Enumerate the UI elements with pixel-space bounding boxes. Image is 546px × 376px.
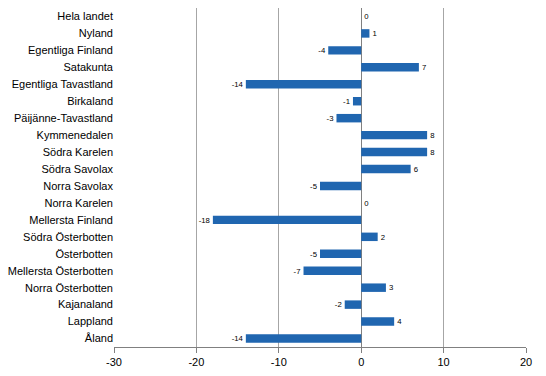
svg-text:-10: -10 (271, 356, 287, 368)
svg-text:7: 7 (422, 63, 426, 72)
svg-text:Nyland: Nyland (79, 27, 113, 39)
svg-text:10: 10 (437, 356, 449, 368)
svg-text:-30: -30 (106, 356, 122, 368)
svg-text:-14: -14 (232, 334, 244, 343)
svg-text:20: 20 (520, 356, 532, 368)
svg-text:3: 3 (389, 283, 393, 292)
svg-text:-5: -5 (310, 250, 317, 259)
svg-text:Södra Savolax: Södra Savolax (41, 163, 113, 175)
svg-text:Mellersta Österbotten: Mellersta Österbotten (8, 265, 113, 277)
svg-text:Norra Karelen: Norra Karelen (45, 197, 113, 209)
svg-text:-14: -14 (232, 80, 244, 89)
svg-text:6: 6 (414, 165, 418, 174)
svg-text:Kajanaland: Kajanaland (58, 298, 113, 310)
svg-text:-3: -3 (327, 114, 334, 123)
svg-text:Egentliga Tavastland: Egentliga Tavastland (12, 78, 113, 90)
svg-text:-18: -18 (199, 216, 210, 225)
svg-text:-5: -5 (310, 182, 317, 191)
svg-text:Österbotten: Österbotten (56, 248, 113, 260)
svg-text:8: 8 (430, 131, 434, 140)
svg-text:8: 8 (430, 148, 434, 157)
svg-text:Mellersta Finland: Mellersta Finland (29, 214, 113, 226)
svg-text:4: 4 (397, 317, 402, 326)
svg-text:0: 0 (364, 199, 368, 208)
svg-text:Hela landet: Hela landet (57, 10, 113, 22)
svg-text:Egentliga Finland: Egentliga Finland (28, 44, 113, 56)
svg-text:Kymmenedalen: Kymmenedalen (37, 129, 113, 141)
svg-text:Södra Österbotten: Södra Österbotten (23, 231, 113, 243)
svg-text:-1: -1 (343, 97, 350, 106)
svg-text:Norra Savolax: Norra Savolax (43, 180, 113, 192)
svg-text:1: 1 (372, 29, 376, 38)
svg-text:Södra Karelen: Södra Karelen (43, 146, 113, 158)
svg-text:Lappland: Lappland (68, 315, 113, 327)
svg-text:-7: -7 (294, 267, 301, 276)
svg-text:Åland: Åland (85, 332, 113, 344)
svg-text:-20: -20 (188, 356, 204, 368)
svg-text:Satakunta: Satakunta (63, 61, 113, 73)
svg-text:2: 2 (381, 233, 385, 242)
svg-text:Birkaland: Birkaland (67, 95, 113, 107)
svg-text:Norra Österbotten: Norra Österbotten (25, 282, 113, 294)
svg-text:-4: -4 (318, 46, 326, 55)
svg-text:Päijänne-Tavastland: Päijänne-Tavastland (14, 112, 113, 124)
svg-text:-2: -2 (335, 300, 342, 309)
svg-text:0: 0 (364, 12, 368, 21)
svg-text:0: 0 (358, 356, 364, 368)
